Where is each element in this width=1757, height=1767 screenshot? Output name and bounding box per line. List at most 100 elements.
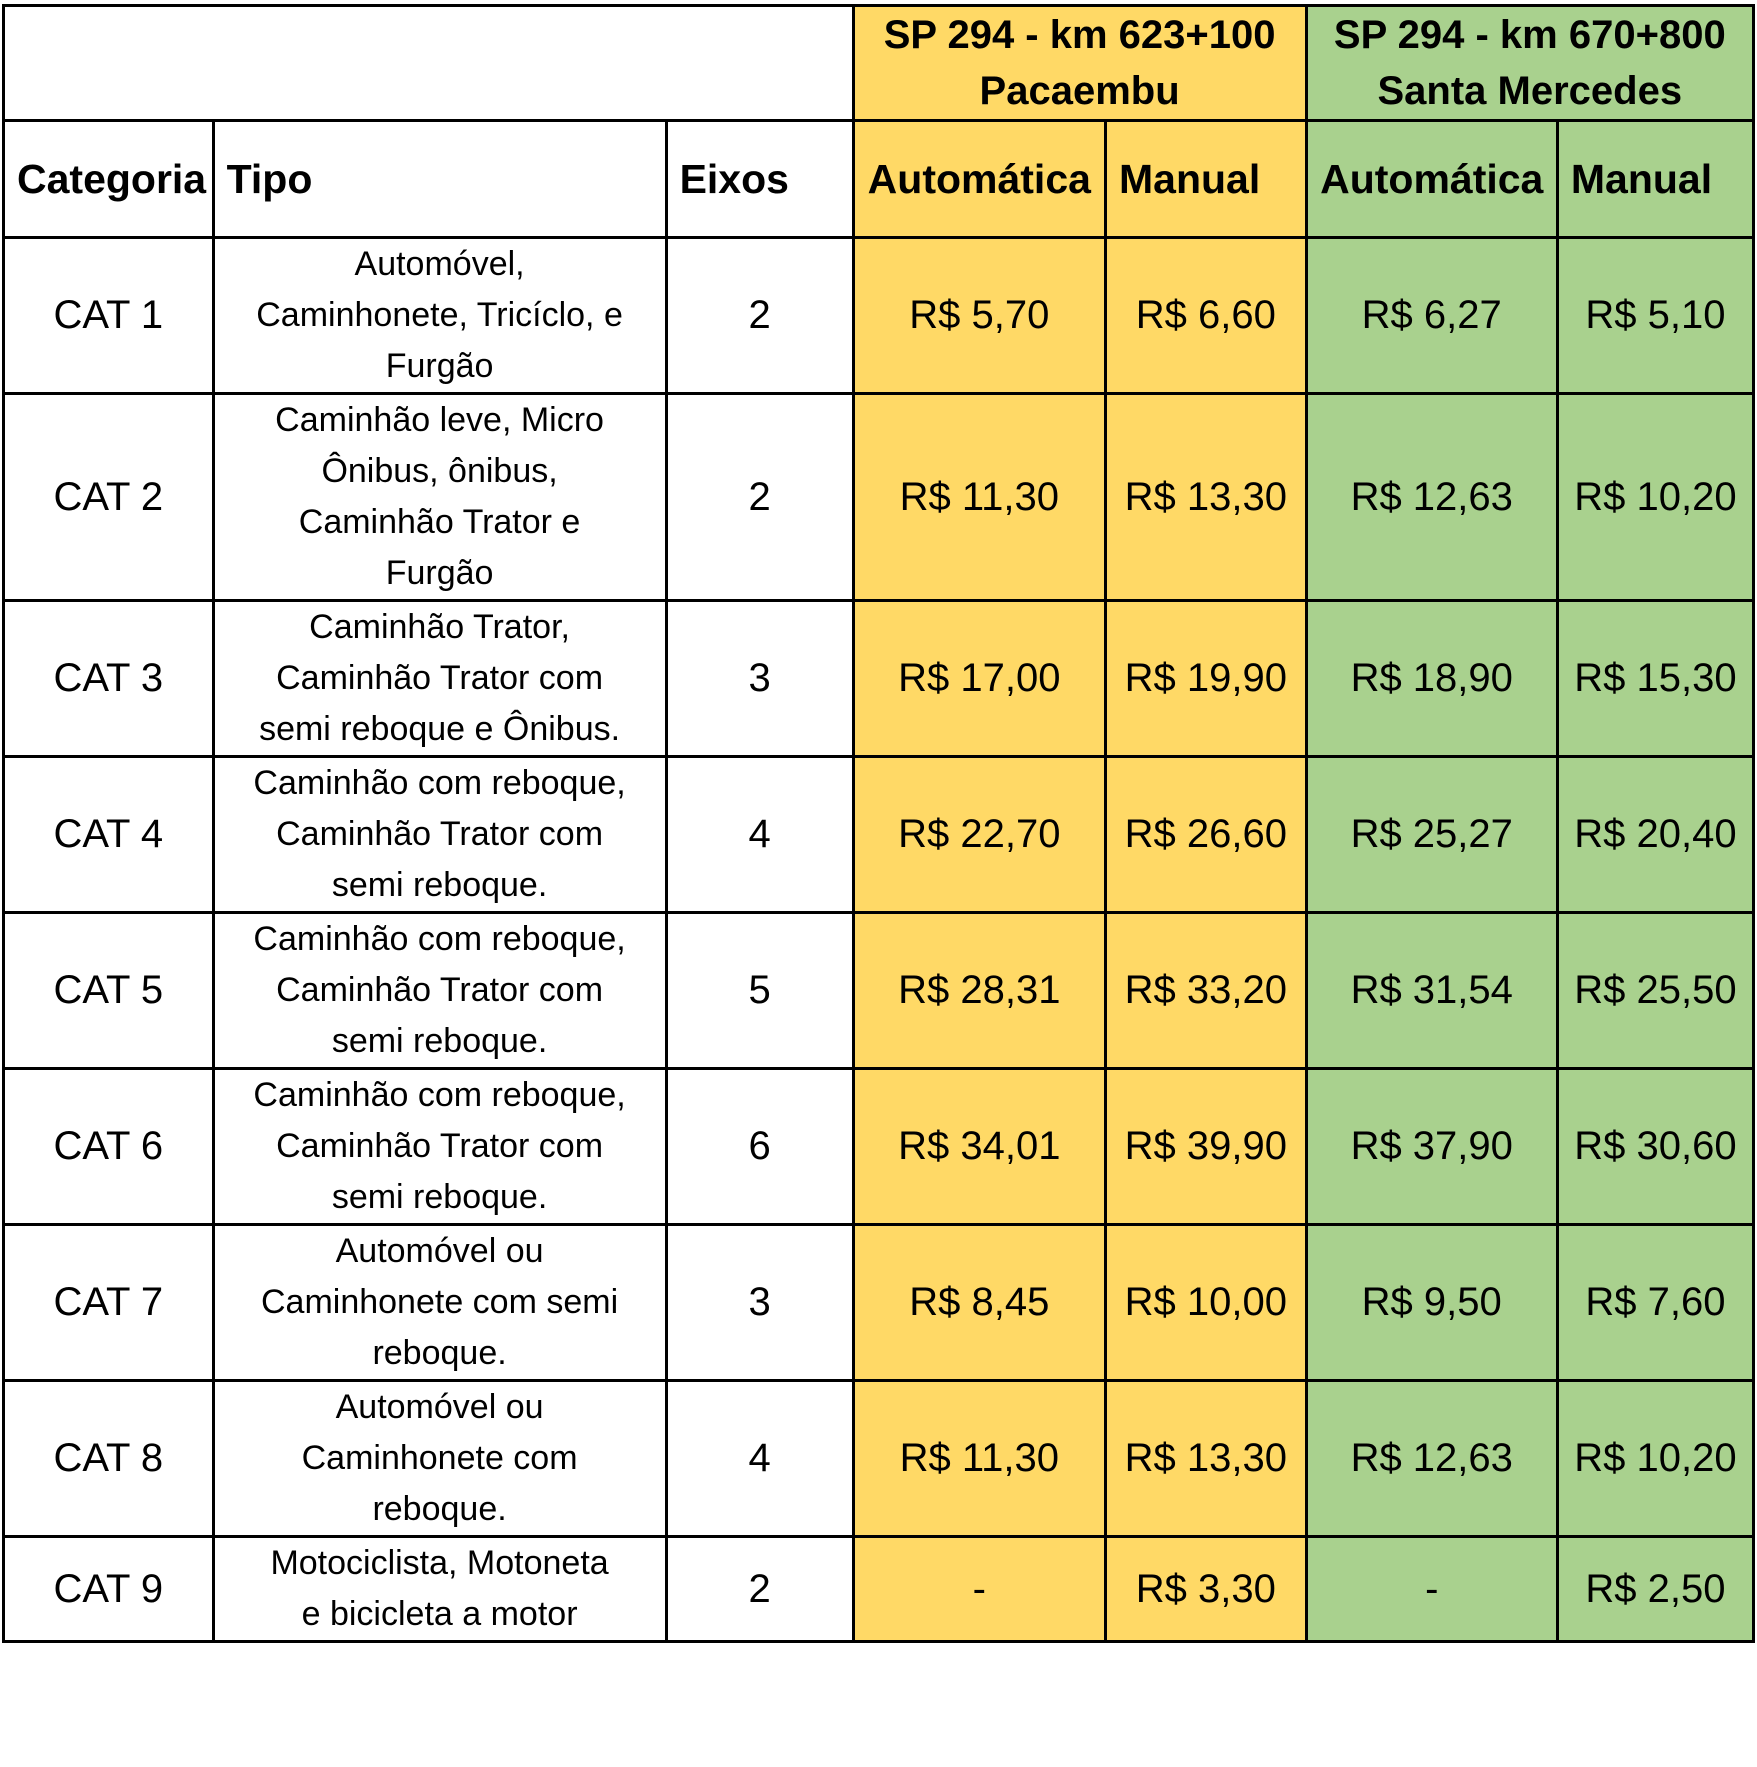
plaza-location: SP 294 - km 623+100 bbox=[883, 13, 1276, 57]
categoria-cell: CAT 9 bbox=[2, 1535, 215, 1643]
fare-manual-pacaembu: R$ 13,30 bbox=[1104, 1379, 1308, 1538]
categoria-cell: CAT 7 bbox=[2, 1223, 215, 1382]
fare-automatica-pacaembu: R$ 5,70 bbox=[851, 236, 1108, 395]
tipo-cell: Automóvel ou Caminhonete com reboque. bbox=[211, 1379, 668, 1538]
tipo-line: Caminhão com reboque, bbox=[253, 764, 626, 802]
header-tipo: Tipo bbox=[211, 119, 668, 239]
fare-automatica-santa-mercedes: R$ 37,90 bbox=[1304, 1067, 1559, 1226]
fare-manual-santa-mercedes: R$ 20,40 bbox=[1555, 755, 1756, 914]
toll-fare-table: SP 294 - km 623+100 Pacaembu SP 294 - km… bbox=[2, 4, 1756, 1643]
tipo-line: Caminhão Trator com bbox=[276, 815, 604, 853]
tipo-line: e bicicleta a motor bbox=[301, 1595, 578, 1633]
column-header-row: Categoria Tipo Eixos Automática Manual A… bbox=[2, 119, 1756, 239]
eixos-cell: 2 bbox=[664, 236, 855, 395]
table-row: CAT 7 Automóvel ou Caminhonete com semi reb… bbox=[2, 1223, 1756, 1382]
tipo-cell: Caminhão Trator, Caminhão Trator com semi … bbox=[211, 599, 668, 758]
categoria-cell: CAT 6 bbox=[2, 1067, 215, 1226]
fare-manual-pacaembu: R$ 6,60 bbox=[1104, 236, 1308, 395]
table-row: CAT 1 Automóvel, Caminhonete, Tricíclo, e F… bbox=[2, 236, 1756, 395]
fare-manual-santa-mercedes: R$ 5,10 bbox=[1555, 236, 1756, 395]
fare-automatica-santa-mercedes: R$ 9,50 bbox=[1304, 1223, 1559, 1382]
fare-manual-santa-mercedes: R$ 15,30 bbox=[1555, 599, 1756, 758]
tipo-line: Ônibus, ônibus, bbox=[321, 452, 558, 490]
fare-manual-santa-mercedes: R$ 7,60 bbox=[1555, 1223, 1756, 1382]
fare-manual-pacaembu: R$ 19,90 bbox=[1104, 599, 1308, 758]
fare-manual-pacaembu: R$ 10,00 bbox=[1104, 1223, 1308, 1382]
fare-automatica-pacaembu: R$ 28,31 bbox=[851, 911, 1108, 1070]
table-row: CAT 3 Caminhão Trator, Caminhão Trator com… bbox=[2, 599, 1756, 758]
tipo-line: Caminhão Trator, bbox=[309, 608, 570, 646]
tipo-cell: Caminhão com reboque, Caminhão Trator com… bbox=[211, 755, 668, 914]
tipo-line: Caminhonete, Tricíclo, e bbox=[256, 296, 623, 334]
eixos-cell: 3 bbox=[664, 1223, 855, 1382]
blank-header-cell bbox=[2, 4, 855, 122]
tipo-line: Caminhonete com bbox=[301, 1439, 578, 1477]
tipo-line: Caminhão Trator e bbox=[298, 503, 581, 541]
plaza-name: Santa Mercedes bbox=[1377, 69, 1683, 113]
fare-manual-pacaembu: R$ 33,20 bbox=[1104, 911, 1308, 1070]
table-row: CAT 9 Motociclista, Motoneta e bicicleta a… bbox=[2, 1535, 1756, 1643]
eixos-cell: 2 bbox=[664, 392, 855, 602]
header-categoria: Categoria bbox=[2, 119, 215, 239]
fare-automatica-santa-mercedes: R$ 6,27 bbox=[1304, 236, 1559, 395]
table-row: CAT 4 Caminhão com reboque, Caminhão Trato… bbox=[2, 755, 1756, 914]
fare-automatica-pacaembu: - bbox=[851, 1535, 1108, 1643]
tipo-cell: Caminhão leve, Micro Ônibus, ônibus, Camin… bbox=[211, 392, 668, 602]
eixos-cell: 4 bbox=[664, 755, 855, 914]
eixos-cell: 3 bbox=[664, 599, 855, 758]
categoria-cell: CAT 2 bbox=[2, 392, 215, 602]
plaza-location: SP 294 - km 670+800 bbox=[1333, 13, 1726, 57]
fare-automatica-santa-mercedes: R$ 31,54 bbox=[1304, 911, 1559, 1070]
fare-manual-santa-mercedes: R$ 25,50 bbox=[1555, 911, 1756, 1070]
categoria-cell: CAT 1 bbox=[2, 236, 215, 395]
fare-manual-pacaembu: R$ 3,30 bbox=[1104, 1535, 1308, 1643]
tipo-line: Caminhonete com semi bbox=[260, 1283, 619, 1321]
eixos-cell: 2 bbox=[664, 1535, 855, 1643]
fare-manual-pacaembu: R$ 13,30 bbox=[1104, 392, 1308, 602]
fare-manual-pacaembu: R$ 39,90 bbox=[1104, 1067, 1308, 1226]
tipo-line: Furgão bbox=[385, 554, 494, 592]
fare-automatica-pacaembu: R$ 8,45 bbox=[851, 1223, 1108, 1382]
tipo-line: Caminhão Trator com bbox=[276, 659, 604, 697]
fare-automatica-santa-mercedes: R$ 12,63 bbox=[1304, 392, 1559, 602]
fare-manual-santa-mercedes: R$ 10,20 bbox=[1555, 392, 1756, 602]
tipo-line: Automóvel ou bbox=[335, 1232, 544, 1270]
plaza-header-pacaembu: SP 294 - km 623+100 Pacaembu bbox=[851, 4, 1308, 122]
eixos-cell: 6 bbox=[664, 1067, 855, 1226]
header-manual-pacaembu: Manual bbox=[1104, 119, 1308, 239]
fare-manual-santa-mercedes: R$ 2,50 bbox=[1555, 1535, 1756, 1643]
tipo-line: Caminhão Trator com bbox=[276, 971, 604, 1009]
fare-manual-pacaembu: R$ 26,60 bbox=[1104, 755, 1308, 914]
tipo-cell: Caminhão com reboque, Caminhão Trator com… bbox=[211, 1067, 668, 1226]
tipo-cell: Motociclista, Motoneta e bicicleta a moto… bbox=[211, 1535, 668, 1643]
tipo-line: Automóvel, bbox=[354, 245, 525, 283]
tipo-line: reboque. bbox=[372, 1334, 507, 1372]
tipo-line: semi reboque e Ônibus. bbox=[259, 710, 621, 748]
fare-automatica-santa-mercedes: - bbox=[1304, 1535, 1559, 1643]
header-eixos: Eixos bbox=[664, 119, 855, 239]
eixos-cell: 4 bbox=[664, 1379, 855, 1538]
categoria-cell: CAT 3 bbox=[2, 599, 215, 758]
tipo-line: Caminhão com reboque, bbox=[253, 920, 626, 958]
fare-automatica-santa-mercedes: R$ 25,27 bbox=[1304, 755, 1559, 914]
fare-automatica-santa-mercedes: R$ 12,63 bbox=[1304, 1379, 1559, 1538]
fare-manual-santa-mercedes: R$ 30,60 bbox=[1555, 1067, 1756, 1226]
eixos-cell: 5 bbox=[664, 911, 855, 1070]
header-automatica-pacaembu: Automática bbox=[851, 119, 1108, 239]
table-row: CAT 8 Automóvel ou Caminhonete com reboque.… bbox=[2, 1379, 1756, 1538]
tipo-line: Caminhão com reboque, bbox=[253, 1076, 626, 1114]
tipo-line: semi reboque. bbox=[331, 1178, 548, 1216]
tipo-line: Motociclista, Motoneta bbox=[270, 1544, 609, 1582]
fare-automatica-pacaembu: R$ 11,30 bbox=[851, 1379, 1108, 1538]
tipo-cell: Automóvel, Caminhonete, Tricíclo, e Furgão bbox=[211, 236, 668, 395]
table-row: CAT 6 Caminhão com reboque, Caminhão Trato… bbox=[2, 1067, 1756, 1226]
fare-manual-santa-mercedes: R$ 10,20 bbox=[1555, 1379, 1756, 1538]
tipo-cell: Caminhão com reboque, Caminhão Trator com… bbox=[211, 911, 668, 1070]
fare-automatica-santa-mercedes: R$ 18,90 bbox=[1304, 599, 1559, 758]
tipo-line: semi reboque. bbox=[331, 1022, 548, 1060]
tipo-line: Caminhão Trator com bbox=[276, 1127, 604, 1165]
fare-automatica-pacaembu: R$ 11,30 bbox=[851, 392, 1108, 602]
categoria-cell: CAT 5 bbox=[2, 911, 215, 1070]
tipo-cell: Automóvel ou Caminhonete com semi reboque. bbox=[211, 1223, 668, 1382]
fare-automatica-pacaembu: R$ 22,70 bbox=[851, 755, 1108, 914]
